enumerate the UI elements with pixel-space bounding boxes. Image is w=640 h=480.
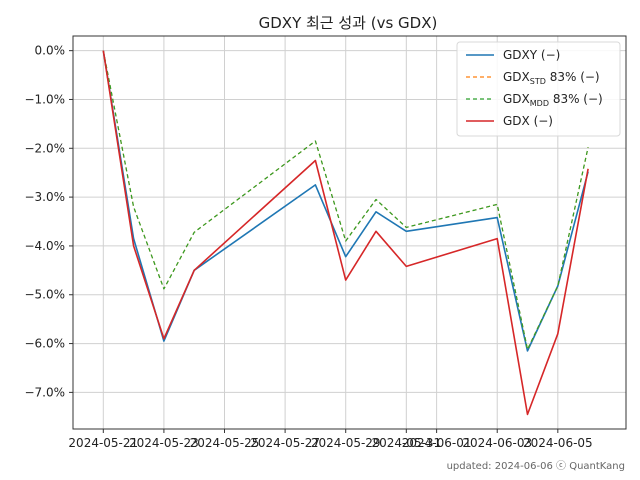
y-tick-label: −6.0%: [24, 337, 65, 351]
x-tick-label: 2024-05-25: [190, 436, 260, 450]
y-tick-label: −2.0%: [24, 141, 65, 155]
series-line-3: [102, 50, 589, 350]
grid: [73, 36, 626, 429]
chart-title: GDXY 최근 성과 (vs GDX): [259, 14, 438, 32]
footer-credit: updated: 2024-06-06 ⓒ QuantKang: [447, 460, 625, 472]
x-tick-label: 2024-06-01: [402, 436, 472, 450]
x-tick-label: 2024-05-21: [68, 436, 138, 450]
legend-label: GDXMDD 83% (−): [503, 92, 603, 108]
y-tick-label: −7.0%: [24, 385, 65, 399]
x-tick-label: 2024-06-05: [523, 436, 593, 450]
legend: GDXY (−) GDXSTD 83% (−) GDXMDD 83% (−) GDX …: [456, 41, 621, 137]
y-axis: 0.0% −1.0% −2.0% −3.0% −4.0% −5.0% −6.0% −7.0%: [24, 44, 73, 399]
y-tick-label: −3.0%: [24, 190, 65, 204]
x-tick-label: 2024-05-31: [371, 436, 441, 450]
y-tick-label: −5.0%: [24, 288, 65, 302]
x-tick-label: 2024-05-29: [311, 436, 381, 450]
y-tick-label: 0.0%: [35, 44, 66, 58]
plot-frame: [72, 35, 627, 430]
x-tick-label: 2024-05-27: [250, 436, 320, 450]
x-axis: 2024-05-212024-05-232024-05-252024-05-27…: [68, 429, 593, 450]
legend-label: GDXY (−): [503, 48, 560, 62]
legend-label: GDXSTD 83% (−): [503, 70, 600, 86]
y-tick-label: −4.0%: [24, 239, 65, 253]
legend-label: GDX (−): [503, 114, 553, 128]
series-line-4: [102, 50, 589, 416]
y-tick-label: −1.0%: [24, 92, 65, 106]
series-lines: [102, 50, 589, 416]
legend-box: [456, 41, 621, 137]
x-tick-label: 2024-06-03: [462, 436, 532, 450]
x-tick-label: 2024-05-23: [129, 436, 199, 450]
